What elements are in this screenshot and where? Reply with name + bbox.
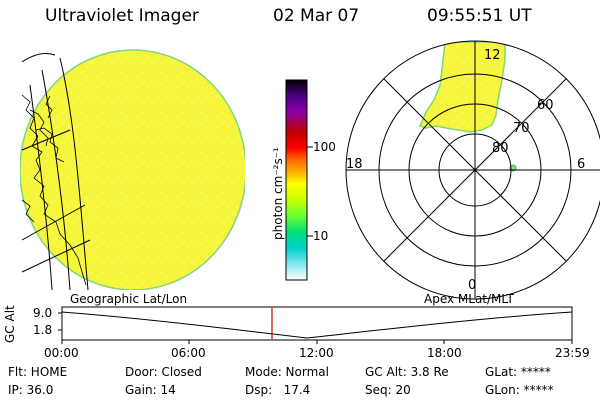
instrument-title: Ultraviolet Imager [45, 6, 199, 26]
gc-altitude-curve [61, 311, 573, 339]
timeline-time-1800: 18:00 [427, 346, 462, 360]
right-panel-label: Apex MLat/MLT [424, 292, 514, 306]
status-door: Door: Closed [125, 365, 202, 379]
status-seq: Seq: 20 [365, 383, 411, 397]
timeline-ytick-1-8: 1.8 [33, 323, 53, 337]
timeline-time-1200: 12:00 [299, 346, 334, 360]
timeline-axis-label: GC Alt [3, 305, 17, 343]
status-ip: IP: 36.0 [8, 383, 54, 397]
mlt-label-18: 18 [346, 157, 363, 172]
status-glon: GLon: ***** [485, 383, 554, 397]
status-glat: GLat: ***** [485, 365, 551, 379]
left-panel-label: Geographic Lat/Lon [70, 292, 188, 306]
coastline [21, 94, 87, 286]
colorbar-tick-10: 10 [313, 229, 329, 243]
status-gc-alt: GC Alt: 3.8 Re [365, 365, 449, 379]
status-gain: Gain: 14 [125, 383, 176, 397]
colorbar-gradient [285, 79, 308, 281]
status-dsp: Dsp: 17.4 [245, 383, 311, 397]
geo-grid-lines [21, 53, 91, 290]
mlt-label-6: 6 [577, 157, 586, 172]
imaged-earth-disk [20, 49, 245, 290]
mlat-label-80: 80 [492, 141, 509, 156]
auroral-oval-region [418, 41, 506, 133]
timeline-time-0600: 06:00 [171, 346, 206, 360]
status-mode: Mode: Normal [245, 365, 329, 379]
timeline-frame [61, 306, 573, 341]
timeline-ytick-9: 9.0 [33, 306, 53, 320]
colorbar-tick-100: 100 [313, 140, 336, 154]
mlt-label-0: 0 [468, 278, 477, 293]
mlat-label-70: 70 [513, 121, 530, 136]
timeline-time-0000: 00:00 [44, 346, 79, 360]
polar-diagonal-2 [383, 78, 567, 262]
timeline-time-2359: 23:59 [555, 346, 590, 360]
date-label: 02 Mar 07 [273, 6, 360, 26]
mlt-label-12: 12 [484, 48, 501, 63]
mlat-label-60: 60 [537, 98, 554, 113]
status-flt: Flt: HOME [8, 365, 68, 379]
time-label: 09:55:51 UT [427, 6, 532, 26]
